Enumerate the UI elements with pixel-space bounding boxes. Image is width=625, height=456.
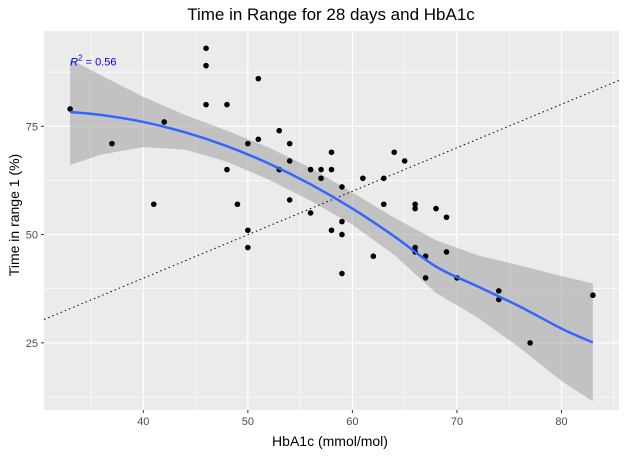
data-point [203,45,209,52]
y-axis-label: Time in range 1 (%) [6,154,22,276]
data-point [433,205,439,212]
data-point [286,197,293,203]
data-point [318,166,324,173]
data-point [370,253,377,260]
data-point [495,288,502,294]
data-point [67,106,73,112]
y-tick-label: 50 [26,230,38,242]
x-tick-label: 70 [451,416,463,428]
data-point [328,149,335,156]
data-point [109,140,115,147]
data-point [412,244,418,251]
reference-line [43,79,620,320]
data-point [234,201,241,208]
data-point [307,210,314,216]
y-tick-label: 75 [26,121,38,133]
r-squared-annotation: R2 = 0.56 [70,53,116,68]
x-tick-label: 50 [242,416,254,428]
data-point [391,149,398,156]
data-point [339,218,345,225]
data-point [224,101,230,108]
data-point [527,340,533,346]
data-point [224,166,230,173]
data-point [339,184,345,190]
minor-gridlines [44,31,619,410]
x-axis-ticks: 40 50 60 70 80 [137,410,568,428]
y-axis-ticks: 25 50 75 [26,121,44,350]
data-point [245,227,251,234]
y-tick-label: 25 [26,338,38,350]
data-point [150,201,157,208]
chart-title: Time in Range for 28 days and HbA1c [187,5,475,24]
data-point [380,175,387,182]
x-tick-label: 40 [137,416,149,428]
data-point [286,140,293,147]
data-point [286,158,293,164]
data-point [276,127,283,134]
data-point [307,166,314,173]
data-point [401,158,408,164]
x-tick-label: 80 [555,416,567,428]
data-point [443,249,450,255]
data-point [412,205,418,212]
x-axis-label: HbA1c (mmol/mol) [272,433,388,449]
data-point [412,201,418,208]
data-point [245,140,251,147]
confidence-band [70,59,593,402]
data-point [161,119,168,125]
data-point [328,227,335,234]
x-tick-label: 60 [346,416,358,428]
data-point [339,270,345,277]
data-point [422,275,429,281]
data-point [360,175,366,182]
data-point [245,244,251,251]
data-point [590,292,596,299]
data-point [203,101,209,108]
data-point [255,75,262,82]
data-point [255,136,262,143]
fit-line [70,110,594,344]
data-point [203,62,209,69]
data-point [443,214,450,221]
data-point [339,231,345,238]
data-point [380,201,387,208]
data-point [328,166,335,173]
data-point [318,175,324,182]
